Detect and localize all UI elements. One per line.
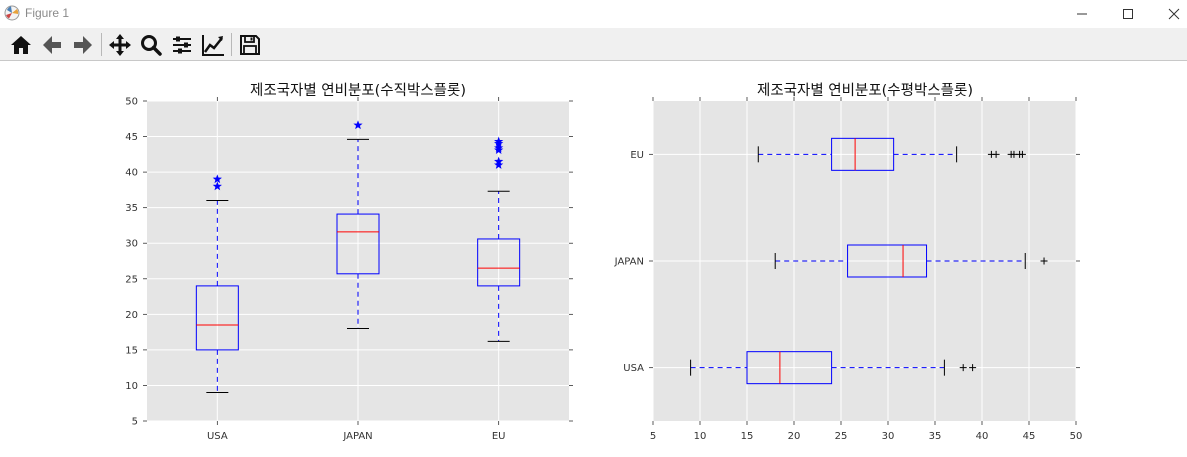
box: [831, 137, 895, 171]
y-tick-label: 20: [125, 310, 138, 321]
home-icon: [11, 36, 31, 54]
y-tick-label: 5: [132, 417, 138, 428]
y-tick-labels: 5 10 15 20 25 30 35 40 45 50: [125, 97, 138, 428]
matplotlib-app-icon: [4, 5, 20, 21]
outlier-point: [494, 160, 504, 169]
chart-title: 제조국자별 연비분포(수평박스플롯): [757, 82, 973, 99]
y-tick-label: 35: [125, 203, 138, 214]
x-tick-label: USA: [207, 431, 228, 442]
configure-subplots-button[interactable]: [169, 32, 195, 58]
chart-title: 제조국자별 연비분포(수직박스플롯): [250, 82, 466, 99]
x-tick-label: 50: [1070, 431, 1083, 442]
minimize-icon: [1077, 13, 1087, 15]
outlier-point: [494, 156, 504, 166]
x-tick-label: 35: [929, 431, 942, 442]
y-tick-label: EU: [630, 150, 644, 161]
close-button[interactable]: [1151, 0, 1187, 28]
box: [477, 238, 521, 287]
edit-axis-button[interactable]: [200, 32, 226, 58]
forward-arrow-icon: [74, 36, 92, 54]
subplots-config-icon: [173, 36, 191, 54]
box: [336, 213, 380, 275]
box: [746, 351, 833, 385]
y-tick-label: 40: [125, 168, 138, 179]
home-button[interactable]: [8, 32, 34, 58]
x-tick-label: 10: [694, 431, 707, 442]
x-tick-label: JAPAN: [342, 431, 372, 442]
x-tick-label: 20: [788, 431, 801, 442]
outlier-point: [1040, 257, 1048, 265]
outlier-point: [494, 143, 504, 152]
outlier-point: [353, 120, 363, 130]
maximize-icon: [1123, 9, 1133, 19]
y-tick-label: JAPAN: [614, 257, 644, 268]
outlier-point: [969, 364, 977, 372]
x-tick-labels: USA JAPAN EU: [207, 431, 506, 442]
zoom-button[interactable]: [138, 32, 164, 58]
x-tick-label: 15: [741, 431, 754, 442]
tick-marks: [143, 97, 573, 425]
tick-marks: [649, 97, 1080, 425]
outlier-point: [1018, 150, 1026, 158]
back-button[interactable]: [39, 32, 65, 58]
outlier-point: [212, 181, 222, 191]
pan-icon: [109, 34, 131, 56]
y-tick-label: 25: [125, 274, 138, 285]
x-tick-label: 40: [976, 431, 989, 442]
close-icon: [1168, 8, 1180, 20]
outlier-point: [494, 136, 504, 146]
y-tick-label: 30: [125, 239, 138, 250]
x-tick-label: 25: [835, 431, 848, 442]
back-arrow-icon: [43, 36, 61, 54]
outlier-point: [212, 174, 222, 184]
y-tick-label: 45: [125, 132, 138, 143]
x-tick-label: 5: [650, 431, 656, 442]
box: [847, 244, 928, 278]
box-elements: [195, 120, 521, 394]
edit-axis-icon: [202, 35, 224, 56]
horizontal-boxplot-axes: USA JAPAN EU 5 10 15 20 25 30 35 40 45 50 제조국자별 연비분…: [614, 82, 1083, 442]
x-tick-labels: 5 10 15 20 25 30 35 40 45 50: [650, 431, 1083, 442]
pan-button[interactable]: [107, 32, 133, 58]
outlier-point: [959, 364, 967, 372]
navigation-toolbar: [0, 28, 1187, 61]
toolbar-separator: [231, 33, 232, 56]
y-tick-label: 50: [125, 97, 138, 108]
box-elements: [690, 137, 1048, 385]
x-tick-label: EU: [492, 431, 506, 442]
vertical-boxplot-axes: 5 10 15 20 25 30 35 40 45 50 USA JAPAN EU 제조국자별 연비분…: [125, 82, 573, 442]
minimize-button[interactable]: [1059, 0, 1105, 28]
y-tick-label: 10: [125, 381, 138, 392]
toolbar-separator: [101, 33, 102, 56]
save-button[interactable]: [237, 32, 263, 58]
x-tick-label: 45: [1023, 431, 1036, 442]
window-titlebar: Figure 1: [0, 0, 1187, 28]
zoom-icon: [141, 35, 162, 56]
figure-canvas: 5 10 15 20 25 30 35 40 45 50 USA JAPAN EU 제조국자별 연비분…: [125, 82, 1083, 442]
y-tick-labels: USA JAPAN EU: [614, 150, 644, 374]
save-icon: [240, 35, 260, 55]
x-tick-label: 30: [882, 431, 895, 442]
forward-button[interactable]: [70, 32, 96, 58]
y-tick-label: USA: [623, 363, 644, 374]
outlier-point: [992, 150, 1000, 158]
maximize-button[interactable]: [1105, 0, 1151, 28]
window-title: Figure 1: [25, 6, 70, 20]
box: [195, 285, 239, 351]
y-tick-label: 15: [125, 345, 138, 356]
